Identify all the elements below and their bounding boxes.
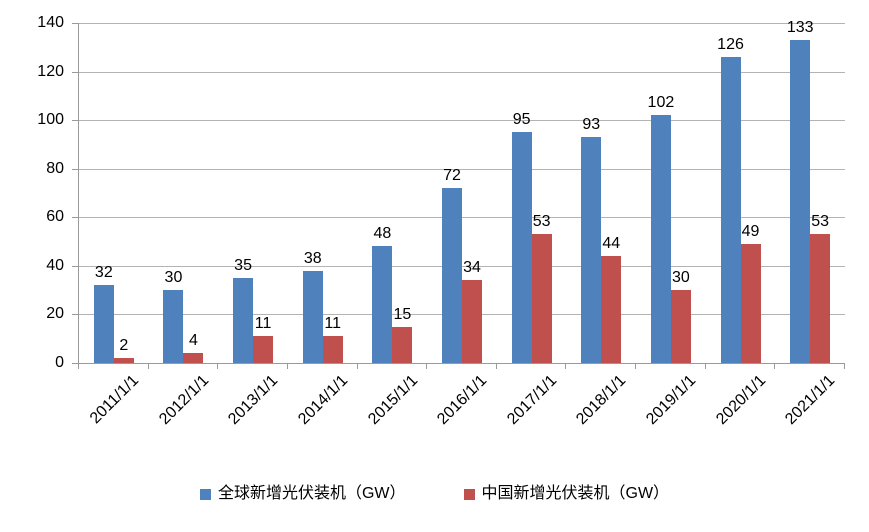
x-tick-mark xyxy=(635,364,637,369)
bar-value-label: 44 xyxy=(602,235,621,253)
x-tick-label: 2015/1/1 xyxy=(364,372,421,429)
x-tick-mark xyxy=(426,364,428,369)
y-tick-mark xyxy=(72,314,78,316)
bar-global xyxy=(581,137,602,363)
y-tick-label: 100 xyxy=(37,111,64,129)
legend-label: 中国新增光伏装机（GW） xyxy=(481,485,670,502)
x-tick-label: 2021/1/1 xyxy=(782,372,839,429)
bar-value-label: 32 xyxy=(94,264,113,282)
bar-value-label: 48 xyxy=(373,225,392,243)
bar-value-label: 72 xyxy=(443,167,461,185)
x-tick-label: 2017/1/1 xyxy=(504,372,561,429)
gridline-40 xyxy=(79,265,845,267)
bar-value-label: 53 xyxy=(811,213,830,231)
bar-china xyxy=(740,244,761,363)
bar-global xyxy=(163,290,184,363)
legend-item-global: 全球新增光伏装机（GW） xyxy=(199,484,406,504)
bar-global xyxy=(511,132,532,363)
x-tick-label: 2016/1/1 xyxy=(434,372,491,429)
bar-value-label: 95 xyxy=(512,111,531,129)
x-tick-mark xyxy=(704,364,706,369)
x-tick-label: 2012/1/1 xyxy=(155,372,212,429)
x-tick-mark xyxy=(217,364,219,369)
y-tick-mark xyxy=(72,23,78,24)
bar-value-label: 34 xyxy=(463,259,481,277)
bar-china xyxy=(462,280,482,363)
x-tick-label: 2018/1/1 xyxy=(573,372,630,429)
bar-china xyxy=(531,234,552,363)
x-tick-mark xyxy=(78,364,79,369)
bar-value-label: 30 xyxy=(672,269,690,287)
x-tick-label: 2020/1/1 xyxy=(712,372,769,429)
bar-value-label: 102 xyxy=(647,94,675,112)
gridline-100 xyxy=(79,120,845,122)
x-tick-mark xyxy=(286,364,288,369)
bar-global xyxy=(233,278,254,363)
plot-area: 32 2 30 4 35 11 38 11 48 15 72 34 95 53 93 44 102 30 126 49… xyxy=(78,19,845,364)
bar-value-label: 11 xyxy=(324,315,342,333)
bar-value-label: 2 xyxy=(119,337,129,355)
y-tick-label: 20 xyxy=(46,305,64,323)
bar-global xyxy=(372,246,393,363)
gridline-60 xyxy=(79,217,845,219)
x-tick-mark xyxy=(495,364,497,369)
bar-china xyxy=(601,256,622,363)
y-tick-label: 120 xyxy=(37,62,64,80)
bar-china xyxy=(810,234,831,363)
china-series-swatch-icon xyxy=(463,488,475,500)
bar-value-label: 30 xyxy=(164,269,183,287)
bar-value-label: 35 xyxy=(234,257,252,274)
gridline-120 xyxy=(79,71,845,73)
bar-value-label: 4 xyxy=(189,332,198,350)
bar-china xyxy=(183,353,204,363)
bar-value-label: 11 xyxy=(254,315,272,333)
bar-value-label: 133 xyxy=(786,19,814,36)
x-tick-mark xyxy=(356,364,358,369)
bar-global xyxy=(650,115,671,363)
gridline-140 xyxy=(79,23,845,24)
legend-label: 全球新增光伏装机（GW） xyxy=(217,485,406,502)
bar-value-label: 93 xyxy=(582,116,601,134)
y-tick-mark xyxy=(72,168,78,170)
legend-item-china: 中国新增光伏装机（GW） xyxy=(463,484,670,504)
bar-china xyxy=(392,326,413,363)
x-tick-label: 2013/1/1 xyxy=(225,372,282,429)
bar-china xyxy=(253,336,274,363)
x-tick-mark xyxy=(147,364,149,369)
legend: 全球新增光伏装机（GW） 中国新增光伏装机（GW） xyxy=(0,484,869,504)
y-tick-mark xyxy=(72,363,78,364)
y-tick-label: 140 xyxy=(37,14,64,31)
bar-global xyxy=(720,57,741,363)
y-tick-label: 0 xyxy=(55,354,64,371)
x-tick-label: 2011/1/1 xyxy=(87,372,143,428)
bar-global xyxy=(790,40,811,363)
bar-global xyxy=(442,188,462,363)
y-tick-mark xyxy=(72,217,78,219)
y-tick-mark xyxy=(72,265,78,267)
bar-global xyxy=(302,270,323,363)
x-tick-mark xyxy=(844,364,845,369)
bar-value-label: 126 xyxy=(717,36,744,53)
y-tick-label: 60 xyxy=(46,208,64,226)
bar-global xyxy=(93,285,114,363)
y-tick-label: 40 xyxy=(46,256,64,274)
bar-value-label: 15 xyxy=(393,305,412,323)
y-tick-mark xyxy=(72,120,78,122)
x-tick-mark xyxy=(774,364,776,369)
global-series-swatch-icon xyxy=(199,488,211,500)
x-tick-mark xyxy=(565,364,567,369)
x-tick-label: 2014/1/1 xyxy=(295,372,352,429)
y-tick-mark xyxy=(72,71,78,73)
x-tick-label: 2019/1/1 xyxy=(643,372,700,429)
bar-china xyxy=(322,336,343,363)
bar-value-label: 38 xyxy=(303,249,322,267)
bar-china xyxy=(670,290,691,363)
gridline-80 xyxy=(79,168,845,170)
bar-value-label: 53 xyxy=(532,213,551,231)
y-tick-label: 80 xyxy=(46,159,64,177)
bar-value-label: 49 xyxy=(741,223,760,240)
bar-china xyxy=(113,358,134,363)
